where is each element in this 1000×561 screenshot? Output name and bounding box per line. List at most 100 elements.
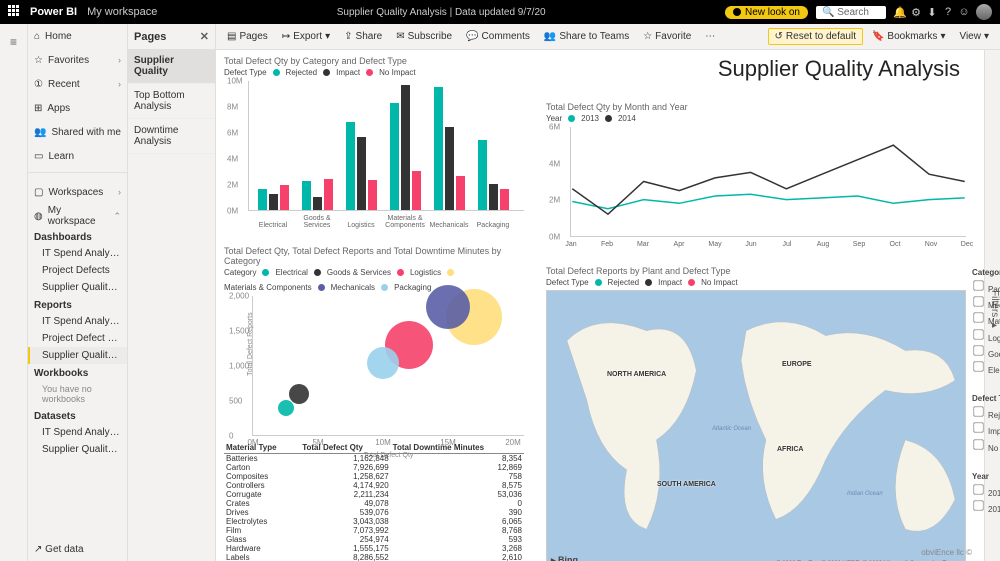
nav-datasets-header: Datasets	[28, 407, 127, 424]
toolbar-pages[interactable]: ▤ Pages	[222, 29, 273, 44]
nav-item[interactable]: Supplier Quality An...	[28, 279, 127, 296]
bubble-chart-legend: CategoryElectricalGoods & ServicesLogist…	[224, 268, 524, 292]
pages-pane: Pages ✕ Supplier QualityTop Bottom Analys…	[128, 24, 216, 561]
toolbar-view[interactable]: View ▾	[954, 29, 994, 44]
global-header: Power BI My workspace Supplier Quality A…	[0, 0, 1000, 24]
report-title: Supplier Quality Analysis	[718, 56, 960, 82]
table-row[interactable]: Hardware1,555,1753,268	[224, 544, 524, 553]
nav-item[interactable]: Supplier Quality An...	[28, 441, 127, 458]
nav-shared[interactable]: 👥 Shared with me	[28, 120, 127, 144]
report-canvas: Filters ▸ Supplier Quality Analysis Tota…	[216, 50, 1000, 561]
global-search-input[interactable]: 🔍 Search	[816, 6, 886, 19]
line-chart-legend: Year20132014	[546, 114, 966, 123]
slicer-option[interactable]: 2013	[972, 483, 1000, 499]
download-icon[interactable]: ⬇	[924, 6, 940, 19]
help-icon[interactable]: ?	[940, 6, 956, 18]
toolbar-comments[interactable]: 💬 Comments	[461, 29, 535, 44]
bar-chart-title: Total Defect Qty by Category and Defect …	[224, 56, 524, 66]
settings-gear-icon[interactable]: ⚙	[908, 6, 924, 19]
bar-chart-legend: Defect TypeRejectedImpactNo Impact	[224, 68, 524, 77]
table-row[interactable]: Composites1,258,627758	[224, 472, 524, 481]
report-breadcrumb: Supplier Quality Analysis | Data updated…	[157, 7, 725, 18]
user-avatar[interactable]	[976, 4, 992, 20]
hamburger-icon[interactable]: ≡	[0, 30, 27, 54]
reset-to-default-button[interactable]: ↺ Reset to default	[768, 28, 863, 45]
table-row[interactable]: Electrolytes3,043,0386,065	[224, 517, 524, 526]
table-row[interactable]: Carton7,926,69912,869	[224, 463, 524, 472]
map-canvas[interactable]: NORTH AMERICAEUROPEAFRICASOUTH AMERICA A…	[546, 290, 966, 561]
toolbar-more[interactable]: ⋯	[700, 29, 720, 44]
slicer-option[interactable]: No Impact	[972, 438, 1000, 454]
slicer-option[interactable]: Impact	[972, 421, 1000, 437]
table-row[interactable]: Batteries1,162,8488,354	[224, 454, 524, 464]
nav-item[interactable]: IT Spend Analysis S...	[28, 424, 127, 441]
table-row[interactable]: Corrugate2,211,23453,036	[224, 490, 524, 499]
report-page-tab[interactable]: Supplier Quality	[128, 49, 215, 84]
nav-item[interactable]: Supplier Quality An...	[28, 347, 127, 364]
close-icon[interactable]: ✕	[200, 30, 209, 43]
line-chart-visual[interactable]: Total Defect Qty by Month and Year Year2…	[546, 102, 966, 252]
material-table-visual[interactable]: Material TypeTotal Defect QtyTotal Downt…	[224, 442, 524, 561]
notifications-icon[interactable]: 🔔	[892, 6, 908, 19]
slicer-panel: Category PackagingMechanicalsMaterials &…	[972, 266, 1000, 515]
feedback-icon[interactable]: ☺	[956, 6, 972, 18]
nav-item[interactable]: Project Defects	[28, 262, 127, 279]
table-row[interactable]: Controllers4,174,9208,575	[224, 481, 524, 490]
nav-my-workspace[interactable]: ◍ My workspace⌃	[28, 204, 127, 228]
bing-attribution: ▸ Bing	[551, 555, 578, 561]
nav-recent[interactable]: ① Recent›	[28, 72, 127, 96]
nav-workbooks-empty: You have no workbooks	[28, 381, 127, 407]
slicer-option[interactable]: Goods & Services	[972, 344, 1000, 360]
slicer-option[interactable]: Electrical	[972, 360, 1000, 376]
nav-dashboards-header: Dashboards	[28, 228, 127, 245]
table-row[interactable]: Drives539,076390	[224, 508, 524, 517]
obvience-credit: obviEnce llc ©	[921, 548, 972, 557]
nav-learn[interactable]: ▭ Learn	[28, 144, 127, 168]
bubble-chart-title: Total Defect Qty, Total Defect Reports a…	[224, 246, 524, 266]
slicer-option[interactable]: Rejected	[972, 405, 1000, 421]
nav-reports-header: Reports	[28, 296, 127, 313]
table-row[interactable]: Film7,073,9928,768	[224, 526, 524, 535]
table-row[interactable]: Labels8,286,5522,610	[224, 553, 524, 561]
table-row[interactable]: Glass254,974593	[224, 535, 524, 544]
slicer-option[interactable]: Packaging	[972, 279, 1000, 295]
nav-item[interactable]: Project Defect Report	[28, 330, 127, 347]
slicer-option[interactable]: Mechanicals	[972, 295, 1000, 311]
toolbar-subscribe[interactable]: ✉ Subscribe	[391, 29, 457, 44]
bar-chart-visual[interactable]: Total Defect Qty by Category and Defect …	[224, 56, 524, 236]
map-visual[interactable]: Total Defect Reports by Plant and Defect…	[546, 266, 1000, 561]
toolbar-favorite[interactable]: ☆ Favorite	[638, 29, 696, 44]
nav-home[interactable]: ⌂ Home	[28, 24, 127, 48]
toolbar-teams[interactable]: 👥 Share to Teams	[539, 29, 634, 44]
slicer-option[interactable]: 2014	[972, 499, 1000, 515]
left-nav: ⌂ Home ☆ Favorites› ① Recent› ⊞ Apps 👥 S…	[28, 24, 128, 561]
nav-workspaces[interactable]: ▢ Workspaces›	[28, 180, 127, 204]
report-page-tab[interactable]: Top Bottom Analysis	[128, 84, 215, 119]
nav-favorites[interactable]: ☆ Favorites›	[28, 48, 127, 72]
toolbar-share[interactable]: ⇪ Share	[339, 29, 387, 44]
bubble-chart-visual[interactable]: Total Defect Qty, Total Defect Reports a…	[224, 246, 524, 436]
nav-workbooks-header: Workbooks	[28, 364, 127, 381]
slicer-option[interactable]: Logistics	[972, 328, 1000, 344]
table-row[interactable]: Crates49,0780	[224, 499, 524, 508]
map-title: Total Defect Reports by Plant and Defect…	[546, 266, 1000, 276]
app-launcher-icon[interactable]	[8, 5, 22, 19]
get-data-button[interactable]: ↗ Get data	[34, 544, 84, 555]
report-toolbar: ▤ Pages ↦ Export ▾ ⇪ Share ✉ Subscribe 💬…	[216, 24, 1000, 50]
nav-apps[interactable]: ⊞ Apps	[28, 96, 127, 120]
nav-rail: ≡	[0, 24, 28, 561]
nav-item[interactable]: IT Spend Analysis S...	[28, 245, 127, 262]
slicer-defecttype-header: Defect Type	[972, 394, 1000, 403]
report-page-tab[interactable]: Downtime Analysis	[128, 119, 215, 154]
toolbar-bookmarks[interactable]: 🔖 Bookmarks ▾	[867, 29, 951, 44]
toolbar-export[interactable]: ↦ Export ▾	[277, 29, 335, 44]
new-look-toggle[interactable]: New look on	[725, 6, 808, 19]
workspace-breadcrumb[interactable]: My workspace	[87, 6, 157, 18]
nav-item[interactable]: IT Spend Analysis S...	[28, 313, 127, 330]
brand-label: Power BI	[30, 6, 77, 18]
slicer-category-header: Category	[972, 268, 1000, 277]
pages-pane-title: Pages	[134, 31, 166, 43]
slicer-year-header: Year	[972, 472, 1000, 481]
slicer-option[interactable]: Materials & Components	[972, 311, 1000, 327]
line-chart-title: Total Defect Qty by Month and Year	[546, 102, 966, 112]
